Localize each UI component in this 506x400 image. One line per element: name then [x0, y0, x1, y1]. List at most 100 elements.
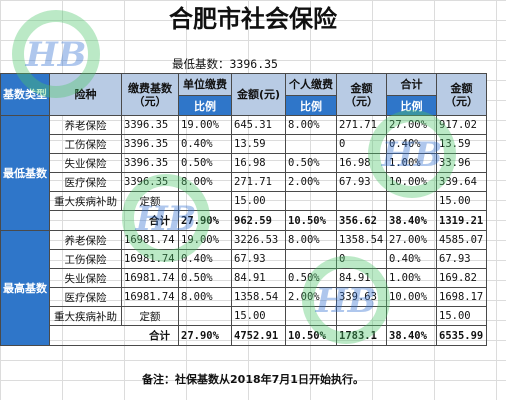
unit-ratio-cell: [178, 306, 232, 326]
total-amount-cell: 917.02: [436, 115, 487, 135]
unit-amount-cell: 962.59: [231, 210, 286, 231]
total-ratio-cell: 10.00%: [386, 287, 437, 307]
unit-amount-cell: 645.31: [231, 115, 286, 135]
table-row: 重大疾病补助 定额 15.00 15.00: [1, 191, 487, 211]
personal-ratio-cell: 2.00%: [285, 287, 337, 307]
unit-amount-cell: 13.59: [231, 134, 286, 154]
total-amount-cell: 169.82: [436, 268, 487, 288]
unit-ratio-cell: 0.40%: [178, 249, 232, 269]
total-amount-cell: 4585.07: [436, 230, 487, 250]
personal-ratio-cell: [285, 306, 337, 326]
base-cell: 3396.35: [121, 153, 179, 173]
insurance-cell: 医疗保险: [49, 172, 122, 192]
insurance-cell: 养老保险: [49, 230, 122, 250]
base-cell: 定额: [121, 191, 179, 211]
unit-ratio-cell: 19.00%: [178, 230, 232, 250]
personal-amount-cell: 67.93: [336, 172, 387, 192]
personal-amount-cell: 356.62: [336, 210, 387, 231]
table-row: 最高基数 养老保险 16981.74 19.00% 3226.53 8.00% 1358.5…: [0, 230, 487, 346]
base-cell: 3396.35: [121, 134, 179, 154]
total-amount-cell: 67.93: [436, 249, 487, 269]
base-cell: 16981.74: [121, 249, 179, 269]
personal-ratio-cell: [285, 249, 337, 269]
header-contrib-base: 缴费基数（元）: [121, 73, 179, 116]
unit-amount-cell: 15.00: [231, 191, 286, 211]
personal-amount-cell: 0: [336, 134, 387, 154]
unit-amount-cell: 3226.53: [231, 230, 286, 250]
personal-amount-cell: 271.71: [336, 115, 387, 135]
total-amount-cell: 33.96: [436, 153, 487, 173]
header-total-ratio: 比例: [386, 95, 437, 116]
header-unit-contrib: 单位缴费: [178, 73, 232, 96]
total-ratio-cell: 38.40%: [386, 325, 437, 346]
total-ratio-cell: 1.00%: [386, 268, 437, 288]
table-row: 最低基数 养老保险 3396.35 19.00% 645.31 8.00% 271.71 27…: [0, 115, 487, 231]
header-row-2: 比例 比例 比例: [1, 95, 487, 116]
table-row: 失业保险 16981.74 0.50% 84.91 0.50% 84.91 1.00% 169…: [1, 268, 487, 288]
total-ratio-cell: 0.40%: [386, 134, 437, 154]
base-cell: 16981.74: [121, 268, 179, 288]
base-cell: 定额: [121, 306, 179, 326]
unit-amount-cell: 16.98: [231, 153, 286, 173]
total-ratio-cell: 27.00%: [386, 115, 437, 135]
header-total: 合计: [386, 73, 437, 96]
personal-ratio-cell: [285, 134, 337, 154]
unit-amount-cell: 67.93: [231, 249, 286, 269]
unit-amount-cell: 271.71: [231, 172, 286, 192]
personal-ratio-cell: 10.50%: [285, 210, 337, 231]
personal-ratio-cell: 0.50%: [285, 153, 337, 173]
personal-amount-cell: 16.98: [336, 153, 387, 173]
unit-ratio-cell: 0.50%: [178, 153, 232, 173]
table-row: 工伤保险 16981.74 0.40% 67.93 0 0.40% 67.93: [1, 249, 487, 269]
insurance-table: 基数类型 险种 缴费基数（元） 单位缴费 金额(元) 个人缴费 金额（元） 合计…: [0, 73, 487, 346]
footnote: 备注：社保基数从2018年7月1日开始执行。: [142, 373, 364, 386]
total-ratio-cell: 38.40%: [386, 210, 437, 231]
personal-amount-cell: 339.63: [336, 287, 387, 307]
header-insurance: 险种: [49, 73, 122, 116]
insurance-cell: 重大疾病补助: [49, 306, 122, 326]
insurance-cell: 医疗保险: [49, 287, 122, 307]
base-type-cell: 最低基数: [0, 115, 50, 231]
insurance-cell: 失业保险: [49, 268, 122, 288]
unit-amount-cell: 84.91: [231, 268, 286, 288]
unit-ratio-cell: 0.50%: [178, 268, 232, 288]
total-label-cell: 合计: [49, 210, 179, 231]
table-row: 重大疾病补助 定额 15.00 15.00: [1, 306, 487, 326]
table-row: 失业保险 3396.35 0.50% 16.98 0.50% 16.98 1.00% 33.9…: [1, 153, 487, 173]
insurance-cell: 失业保险: [49, 153, 122, 173]
personal-amount-cell: 0: [336, 249, 387, 269]
personal-ratio-cell: 8.00%: [285, 115, 337, 135]
total-amount-cell: 15.00: [436, 191, 487, 211]
personal-amount-cell: [336, 306, 387, 326]
total-amount-cell: 15.00: [436, 306, 487, 326]
header-base-type: 基数类型: [0, 73, 50, 116]
unit-ratio-cell: 8.00%: [178, 287, 232, 307]
personal-amount-cell: 84.91: [336, 268, 387, 288]
personal-ratio-cell: [285, 191, 337, 211]
personal-ratio-cell: 0.50%: [285, 268, 337, 288]
personal-ratio-cell: 8.00%: [285, 230, 337, 250]
total-label-cell: 合计: [49, 325, 179, 346]
personal-amount-cell: 1783.1: [336, 325, 387, 346]
base-cell: 3396.35: [121, 172, 179, 192]
personal-amount-cell: [336, 191, 387, 211]
header-row-1: 基数类型 险种 缴费基数（元） 单位缴费 金额(元) 个人缴费 金额（元） 合计…: [0, 73, 487, 116]
total-row: 合计 27.90% 962.59 10.50% 356.62 38.40% 1319.21: [1, 210, 487, 231]
total-ratio-cell: 0.40%: [386, 249, 437, 269]
min-base-label: 最低基数：3396.35: [172, 57, 278, 71]
total-ratio-cell: 27.00%: [386, 230, 437, 250]
table-row: 医疗保险 16981.74 8.00% 1358.54 2.00% 339.63 10.00…: [1, 287, 487, 307]
total-ratio-cell: 10.00%: [386, 172, 437, 192]
insurance-cell: 养老保险: [49, 115, 122, 135]
total-ratio-cell: 1.00%: [386, 153, 437, 173]
unit-ratio-cell: 0.40%: [178, 134, 232, 154]
header-personal-ratio: 比例: [285, 95, 337, 116]
personal-ratio-cell: 2.00%: [285, 172, 337, 192]
personal-ratio-cell: 10.50%: [285, 325, 337, 346]
total-row: 合计 27.90% 4752.91 10.50% 1783.1 38.40% 6535.99: [1, 325, 487, 346]
header-personal-contrib: 个人缴费: [285, 73, 337, 96]
header-unit-ratio: 比例: [178, 95, 232, 116]
insurance-cell: 工伤保险: [49, 249, 122, 269]
unit-amount-cell: 4752.91: [231, 325, 286, 346]
header-personal-amount: 金额（元）: [336, 73, 387, 116]
